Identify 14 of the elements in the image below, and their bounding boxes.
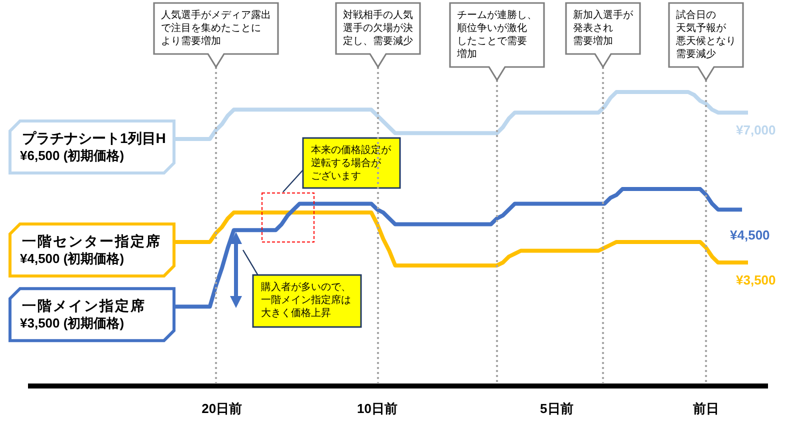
- x-tick-label: 10日前: [357, 401, 398, 416]
- text: 一階メイン指定席: [22, 298, 146, 314]
- annotation: ¥4,500 (初期価格): [20, 250, 124, 266]
- annotation: ¥3,500: [736, 272, 776, 288]
- annotation: ¥7,000: [736, 122, 776, 138]
- annotation: ¥6,500 (初期価格): [20, 148, 124, 164]
- annotation: ¥4,500: [730, 228, 770, 243]
- x-tick-label: 前日: [692, 401, 720, 416]
- annotation: ¥3,500 (初期価格): [20, 316, 124, 331]
- series-label: プラチナシート1列目H: [22, 130, 166, 146]
- x-tick-label: 5日前: [540, 401, 574, 416]
- annotation: 購入者が多いので、一階メイン指定席は大きく価格上昇: [261, 281, 351, 319]
- series-label: 一階センター指定席: [22, 232, 162, 249]
- x-tick-label: 20日前: [202, 401, 242, 416]
